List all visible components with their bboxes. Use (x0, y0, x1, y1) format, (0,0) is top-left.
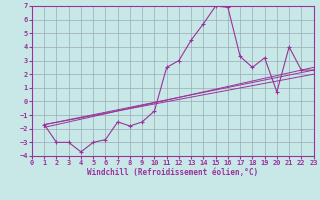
X-axis label: Windchill (Refroidissement éolien,°C): Windchill (Refroidissement éolien,°C) (87, 168, 258, 177)
